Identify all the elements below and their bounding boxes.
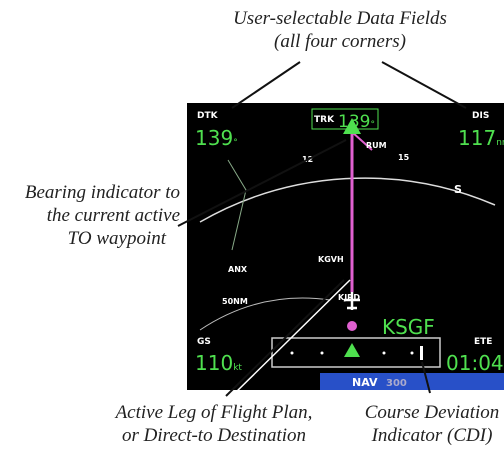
callout: Course Deviation — [365, 402, 500, 423]
field-value: 01:04 — [446, 351, 504, 375]
map-line — [227, 159, 247, 251]
field-label: ETE — [474, 337, 492, 347]
compass-label: 15 — [398, 153, 410, 162]
mode: NAV — [352, 376, 378, 389]
callout: User-selectable Data Fields — [233, 8, 447, 29]
callout: (all four corners) — [274, 31, 406, 52]
field-label: DIS — [472, 111, 489, 121]
callout: Indicator (CDI) — [371, 425, 493, 446]
callout: the current active — [47, 205, 180, 226]
field-value: 139° — [195, 126, 238, 150]
field-value: 117nm — [458, 126, 504, 150]
callout-lines — [177, 61, 467, 397]
trk-box — [311, 108, 379, 130]
compass-label: S — [454, 183, 462, 196]
waypoint-icon — [347, 321, 357, 331]
screen — [187, 103, 504, 390]
status-bar — [320, 373, 504, 390]
map-label: RUM — [366, 141, 387, 150]
map-label: KGVH — [318, 255, 344, 264]
map-label: 50NM — [222, 297, 248, 306]
course-line — [351, 131, 373, 151]
map-label: KJRD — [338, 293, 360, 302]
range: 300 — [386, 378, 407, 389]
field-value: 139° — [338, 112, 375, 132]
field-value: 110kt — [195, 351, 242, 375]
callout: or Direct-to Destination — [122, 425, 306, 446]
callout: Bearing indicator to — [25, 182, 180, 203]
bearing-pointer — [343, 118, 361, 134]
cdi — [271, 337, 441, 368]
cdi-dots — [290, 351, 414, 355]
cdi-to-flag — [344, 343, 360, 357]
map-label: ANX — [228, 265, 248, 274]
destination: KSGF — [382, 315, 435, 339]
field-label: GS — [197, 337, 211, 347]
range-ring — [199, 297, 331, 331]
compass-arc — [199, 177, 496, 223]
cdi-needle — [420, 346, 423, 360]
callout: TO waypoint — [68, 228, 167, 249]
field-label: DTK — [197, 111, 219, 121]
callout: Active Leg of Flight Plan, — [114, 402, 313, 423]
field-label: TRK — [314, 115, 335, 125]
aircraft — [344, 292, 360, 310]
